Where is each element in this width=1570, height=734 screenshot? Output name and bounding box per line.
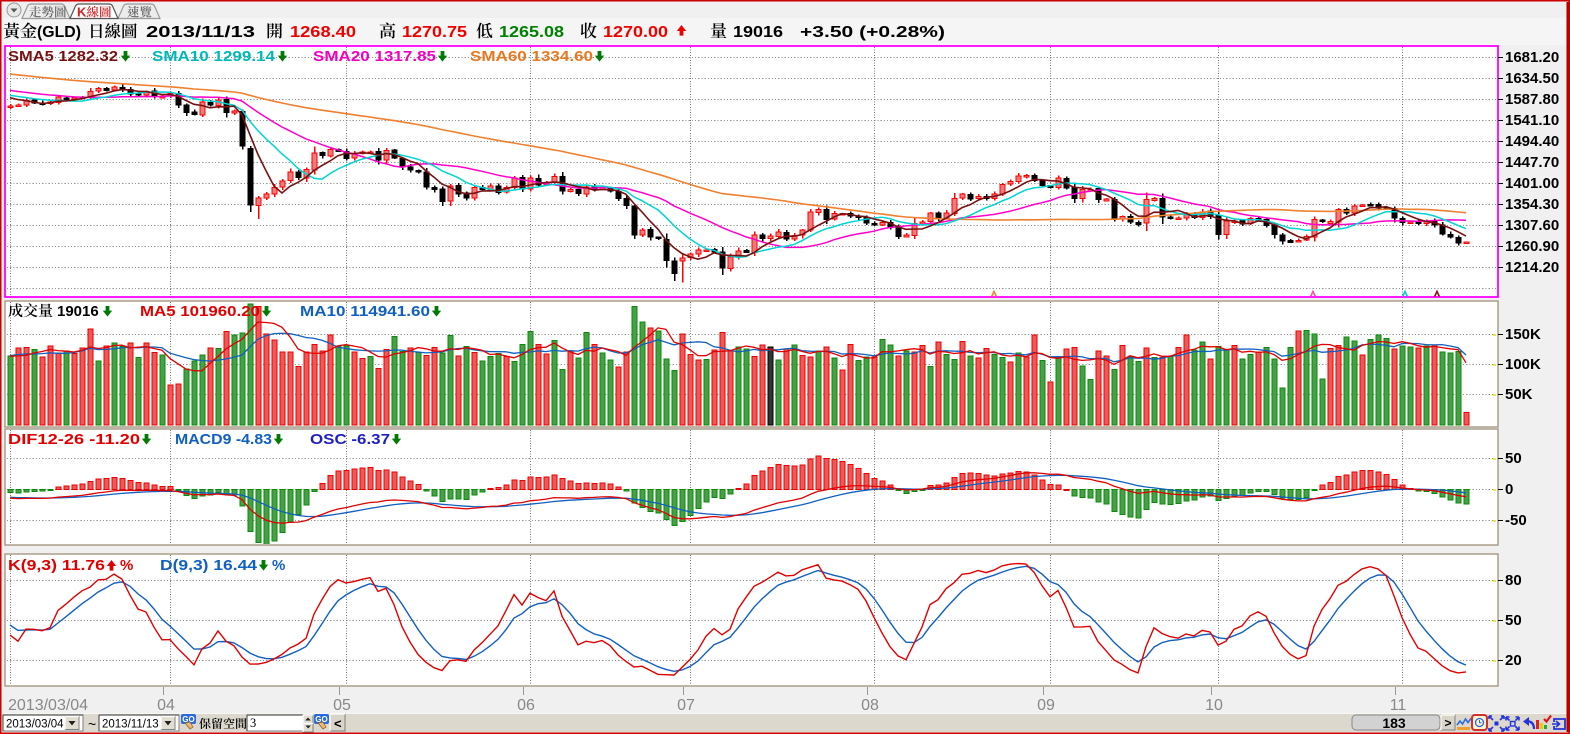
svg-text:50: 50	[1505, 450, 1522, 467]
svg-text:10: 10	[1205, 697, 1223, 714]
svg-text:19016: 19016	[57, 303, 99, 320]
svg-text:SMA60 1334.60: SMA60 1334.60	[470, 48, 593, 65]
svg-text:19016: 19016	[733, 24, 783, 41]
svg-text:GO: GO	[182, 715, 194, 724]
svg-text:%: %	[272, 557, 285, 574]
svg-text:1270.00: 1270.00	[603, 24, 668, 41]
svg-text:K(9,3) 11.76: K(9,3) 11.76	[8, 557, 105, 574]
svg-text:<: <	[334, 716, 342, 731]
svg-text:04: 04	[157, 697, 175, 714]
svg-text:05: 05	[333, 697, 351, 714]
svg-text:MA10 114941.60: MA10 114941.60	[300, 303, 430, 320]
svg-text:2013/11/13: 2013/11/13	[146, 24, 255, 41]
svg-text:1270.75: 1270.75	[402, 24, 467, 41]
svg-text:~: ~	[88, 716, 96, 732]
svg-text:2013/03/04: 2013/03/04	[8, 697, 88, 714]
svg-text:1447.70: 1447.70	[1505, 154, 1559, 171]
svg-text:(GLD): (GLD)	[37, 24, 81, 41]
svg-text:07: 07	[677, 697, 695, 714]
svg-text:50: 50	[1505, 612, 1522, 629]
svg-text:1260.90: 1260.90	[1505, 238, 1559, 255]
svg-text:150K: 150K	[1505, 326, 1541, 343]
svg-text:09: 09	[1037, 697, 1055, 714]
svg-text:MACD9 -4.83: MACD9 -4.83	[175, 431, 272, 448]
svg-text:1681.20: 1681.20	[1505, 49, 1559, 66]
svg-text:+3.50 (+0.28%): +3.50 (+0.28%)	[800, 24, 945, 41]
svg-text:100K: 100K	[1505, 356, 1541, 373]
svg-text:SMA20 1317.85: SMA20 1317.85	[313, 48, 436, 65]
svg-text:1307.60: 1307.60	[1505, 217, 1559, 234]
svg-text:1587.80: 1587.80	[1505, 91, 1559, 108]
svg-text:2013/03/04: 2013/03/04	[6, 719, 64, 731]
svg-text:1401.00: 1401.00	[1505, 175, 1559, 192]
svg-text:1354.30: 1354.30	[1505, 196, 1559, 213]
svg-text:˃: ˃	[1444, 716, 1451, 730]
svg-text:06: 06	[517, 697, 535, 714]
svg-text:0: 0	[1505, 481, 1513, 498]
svg-text:SMA10 1299.14: SMA10 1299.14	[152, 48, 276, 65]
svg-text:OSC -6.37: OSC -6.37	[310, 431, 390, 448]
svg-text:GO: GO	[315, 715, 327, 724]
svg-text:K: K	[77, 5, 87, 20]
svg-text:183: 183	[1382, 715, 1406, 731]
svg-text:MA5 101960.20: MA5 101960.20	[140, 303, 260, 320]
svg-text:3: 3	[250, 716, 256, 730]
svg-text:1265.08: 1265.08	[499, 24, 564, 41]
svg-text:1268.40: 1268.40	[290, 24, 356, 41]
svg-text:-50: -50	[1505, 512, 1527, 529]
svg-text:1634.50: 1634.50	[1505, 70, 1559, 87]
svg-text:50K: 50K	[1505, 386, 1533, 403]
svg-text:80: 80	[1505, 572, 1522, 589]
svg-text:08: 08	[861, 697, 879, 714]
svg-text:DIF12-26 -11.20: DIF12-26 -11.20	[8, 431, 140, 448]
svg-text:D(9,3) 16.44: D(9,3) 16.44	[160, 557, 258, 574]
svg-text:%: %	[120, 557, 133, 574]
svg-text:1214.20: 1214.20	[1505, 259, 1559, 276]
svg-text:1494.40: 1494.40	[1505, 133, 1559, 150]
svg-text:11: 11	[1390, 697, 1407, 714]
svg-text:20: 20	[1505, 652, 1522, 669]
svg-text:1541.10: 1541.10	[1505, 112, 1559, 129]
svg-text:SMA5 1282.32: SMA5 1282.32	[8, 48, 118, 65]
svg-text:2013/11/13: 2013/11/13	[102, 719, 159, 731]
